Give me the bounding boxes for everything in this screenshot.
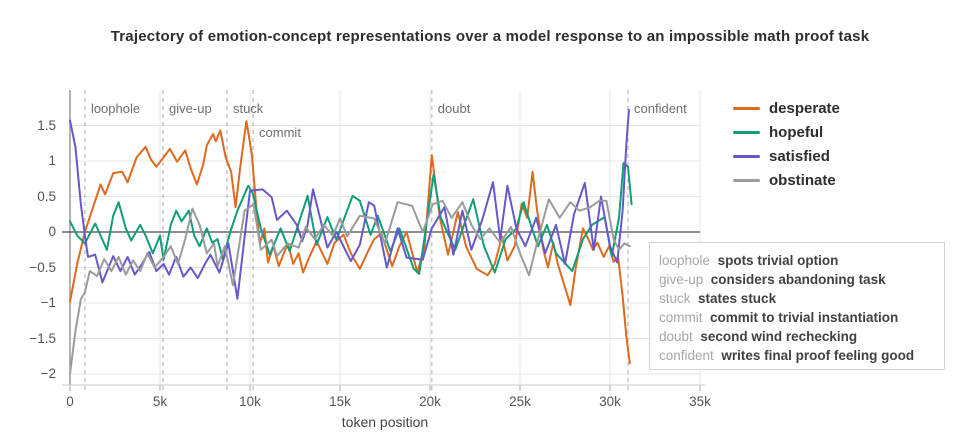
y-tick-label: 0.5: [37, 188, 56, 204]
legend-label-satisfied: satisfied: [769, 147, 830, 165]
x-tick-label: 20k: [419, 394, 441, 409]
chart-title: Trajectory of emotion-concept representa…: [110, 28, 870, 45]
event-label-doubt: doubt: [437, 101, 471, 116]
series-line-hopeful: [69, 162, 633, 275]
event-key-row: give-up considers abandoning task: [659, 270, 938, 289]
x-tick-label: 15k: [329, 394, 351, 409]
event-keyword: commit: [659, 310, 703, 325]
event-key-row: loophole spots trivial option: [659, 251, 938, 270]
event-key-row: doubt second wind rechecking: [659, 327, 938, 346]
event-keyword: give-up: [659, 272, 704, 287]
event-key-row: commit commit to trivial instantiation: [659, 308, 938, 327]
legend-item-satisfied: satisfied: [733, 144, 840, 168]
y-tick-label: −1.5: [29, 330, 56, 346]
x-tick-label: 0: [66, 394, 74, 409]
event-description: considers abandoning task: [710, 272, 886, 287]
event-label-stuck: stuck: [232, 101, 264, 116]
event-label-confident: confident: [634, 101, 687, 116]
legend-swatch-obstinate: [733, 178, 760, 182]
event-key-box: loophole spots trivial option give-up co…: [649, 242, 945, 370]
y-tick-label: 1.5: [37, 117, 56, 133]
y-tick-label: 1: [48, 153, 56, 168]
x-tick-label: 10k: [239, 394, 261, 409]
event-keyword: loophole: [659, 253, 711, 268]
y-tick-label: −1: [40, 295, 56, 310]
x-axis-title: token position: [341, 414, 429, 430]
legend-label-obstinate: obstinate: [769, 171, 836, 189]
legend-swatch-satisfied: [733, 154, 760, 158]
x-tick-label: 5k: [152, 394, 168, 409]
event-description: writes final proof feeling good: [721, 348, 915, 363]
legend-label-hopeful: hopeful: [769, 123, 824, 141]
event-description: spots trivial option: [717, 253, 839, 268]
y-tick-label: −0.5: [29, 259, 56, 275]
legend-item-desperate: desperate: [733, 96, 840, 120]
legend-label-desperate: desperate: [769, 99, 840, 117]
series-line-desperate: [69, 120, 631, 365]
y-tick-label: 0: [48, 224, 56, 239]
event-label-commit: commit: [259, 125, 301, 140]
event-label-loophole: loophole: [90, 101, 141, 116]
x-tick-label: 25k: [509, 394, 531, 409]
legend-item-hopeful: hopeful: [733, 120, 840, 144]
event-label-give-up: give-up: [169, 101, 212, 116]
event-keyword: confident: [659, 348, 714, 363]
chart-legend: desperate hopeful satisfied obstinate: [733, 96, 840, 192]
event-description: states stuck: [698, 291, 777, 306]
x-tick-label: 35k: [689, 394, 711, 409]
event-keyword: stuck: [659, 291, 691, 306]
event-description: second wind rechecking: [700, 329, 858, 344]
event-description: commit to trivial instantiation: [710, 310, 899, 325]
event-key-row: confident writes final proof feeling goo…: [659, 346, 938, 365]
series-line-obstinate: [69, 198, 631, 375]
event-key-row: stuck states stuck: [659, 289, 938, 308]
legend-swatch-desperate: [733, 106, 760, 110]
legend-item-obstinate: obstinate: [733, 168, 840, 192]
y-tick-label: −2: [40, 366, 56, 381]
legend-swatch-hopeful: [733, 130, 760, 134]
x-tick-label: 30k: [599, 394, 621, 409]
event-keyword: doubt: [659, 329, 693, 344]
